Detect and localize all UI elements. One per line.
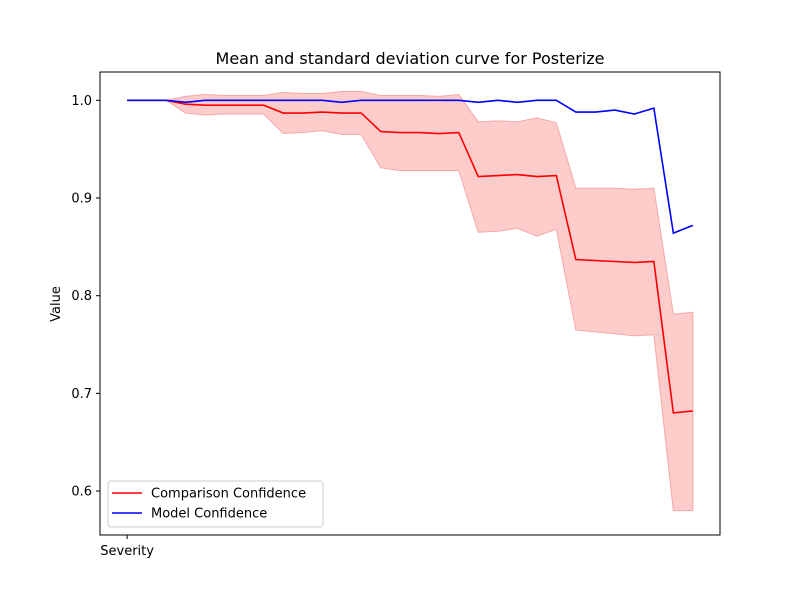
- legend-box: [107, 480, 324, 528]
- plot-area: [127, 91, 694, 512]
- legend-label: Comparison Confidence: [151, 487, 306, 502]
- x-axis: Severity: [100, 535, 154, 559]
- series-line-comparison-confidence: [127, 99, 693, 414]
- y-axis: 0.6 0.7 0.8 0.9 1.0: [71, 94, 100, 500]
- y-tick-label: 0.6: [71, 485, 92, 500]
- x-tick-label: Severity: [100, 544, 154, 559]
- y-axis-label: Value: [49, 286, 64, 322]
- std-band-comparison: [127, 91, 694, 512]
- chart-title: Mean and standard deviation curve for Po…: [216, 49, 605, 68]
- series-line-model-confidence: [127, 99, 694, 235]
- plot-frame: [99, 71, 721, 536]
- y-tick-label: 0.7: [71, 387, 92, 402]
- legend: Comparison Confidence Model Confidence: [107, 480, 324, 528]
- y-tick-label: 0.9: [71, 192, 92, 207]
- legend-label: Model Confidence: [151, 507, 267, 522]
- y-tick-label: 1.0: [71, 94, 92, 109]
- y-tick-label: 0.8: [71, 289, 92, 304]
